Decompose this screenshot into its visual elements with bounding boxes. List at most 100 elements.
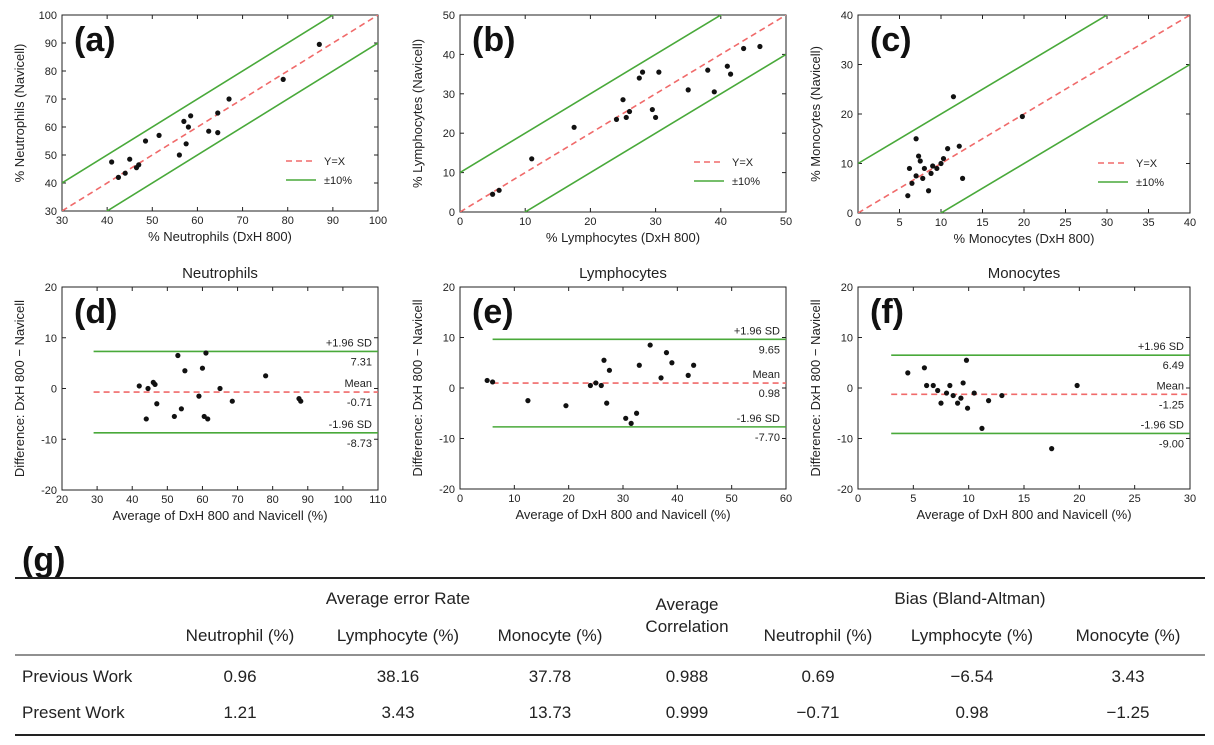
upper-band-line bbox=[62, 15, 335, 184]
table-cell: 0.999 bbox=[666, 703, 709, 722]
y-tick-label: -10 bbox=[439, 434, 455, 446]
x-tick-label: 15 bbox=[1018, 493, 1030, 505]
plot-frame bbox=[857, 286, 1191, 490]
table-cell: 13.73 bbox=[529, 703, 572, 722]
y-tick-label: 10 bbox=[443, 333, 455, 345]
table-header-avg-correlation-line1: Average bbox=[655, 595, 718, 614]
data-point bbox=[964, 405, 971, 411]
data-point bbox=[142, 138, 149, 144]
y-tick-label: 40 bbox=[45, 178, 57, 190]
panel-label: (d) bbox=[74, 293, 117, 331]
plot-frame bbox=[61, 14, 379, 212]
data-point bbox=[154, 401, 160, 407]
x-tick-label: 50 bbox=[146, 215, 158, 227]
data-point bbox=[280, 76, 286, 82]
y-tick-label: 20 bbox=[841, 109, 853, 121]
plot-lines bbox=[858, 15, 1190, 213]
data-point bbox=[226, 96, 232, 102]
table-cell: −1.25 bbox=[1106, 703, 1149, 722]
data-point bbox=[171, 413, 177, 420]
data-point bbox=[950, 392, 956, 399]
table-subheader-neutrophil-bias: Neutrophil (%) bbox=[764, 626, 873, 645]
y-tick-label: 70 bbox=[45, 94, 57, 106]
y-tick-label: 90 bbox=[45, 38, 57, 50]
data-point bbox=[229, 398, 235, 404]
data-point bbox=[490, 379, 496, 385]
data-point bbox=[999, 392, 1005, 399]
chart-c: 0 5 10 15 20 25 30 35 40 0 10 20 30 40 % Monocytes (Dx… bbox=[808, 10, 1196, 246]
upper-sd-value: 6.49 bbox=[1163, 360, 1184, 372]
y-tick-label: 10 bbox=[841, 333, 853, 345]
y-tick-label: -10 bbox=[41, 434, 57, 446]
data-point bbox=[181, 118, 187, 124]
data-point bbox=[606, 367, 613, 373]
data-point bbox=[1019, 113, 1025, 120]
y-tick-label: 20 bbox=[443, 282, 455, 294]
table-subheader-monocyte-error: Monocyte (%) bbox=[498, 626, 603, 645]
x-axis-title: % Lymphocytes (DxH 800) bbox=[546, 230, 700, 245]
x-tick-label: 40 bbox=[101, 215, 113, 227]
x-tick-label: 80 bbox=[282, 215, 294, 227]
legend-identity-label: Y=X bbox=[1136, 158, 1158, 170]
data-point bbox=[955, 400, 961, 406]
data-point bbox=[127, 156, 133, 162]
data-point bbox=[626, 108, 633, 115]
x-tick-label: 35 bbox=[1142, 217, 1154, 229]
mean-label: Mean bbox=[752, 369, 780, 381]
x-tick-label: 50 bbox=[726, 493, 738, 505]
data-point bbox=[633, 410, 640, 416]
table-header-avg-correlation-line2: Correlation bbox=[645, 617, 728, 636]
mean-label: Mean bbox=[344, 378, 372, 390]
data-point bbox=[905, 193, 911, 199]
identity-line bbox=[460, 15, 786, 212]
upper-sd-label: +1.96 SD bbox=[734, 325, 780, 337]
data-point bbox=[724, 63, 730, 69]
x-axis-title: % Neutrophils (DxH 800) bbox=[148, 229, 292, 244]
data-point bbox=[915, 153, 922, 159]
y-axis-title: Difference: DxH 800 − Navicell bbox=[410, 299, 425, 476]
table-cell: 3.43 bbox=[1111, 667, 1144, 686]
data-point bbox=[909, 180, 915, 186]
data-point bbox=[928, 170, 934, 176]
mean-value: -0.71 bbox=[347, 397, 372, 409]
upper-band-line bbox=[460, 15, 723, 174]
data-point bbox=[958, 395, 964, 401]
data-point bbox=[484, 377, 490, 384]
x-tick-label: 40 bbox=[126, 494, 138, 506]
y-tick-label: 20 bbox=[443, 128, 455, 140]
data-point bbox=[145, 385, 151, 392]
x-axis-title: Average of DxH 800 and Navicell (%) bbox=[916, 507, 1131, 522]
data-point bbox=[945, 146, 951, 152]
upper-sd-value: 7.31 bbox=[351, 356, 372, 368]
data-point bbox=[598, 382, 604, 389]
x-tick-label: 60 bbox=[196, 494, 208, 506]
y-tick-label: 50 bbox=[45, 150, 57, 162]
data-point bbox=[639, 69, 646, 75]
y-tick-label: -20 bbox=[837, 484, 853, 496]
x-tick-label: 50 bbox=[780, 216, 792, 228]
chart-a: 30 40 50 60 70 80 90 100 30 40 50 60 70 80 90 100 % Neut… bbox=[12, 10, 387, 244]
x-tick-label: 20 bbox=[584, 216, 596, 228]
table-subheader-neutrophil-error: Neutrophil (%) bbox=[186, 626, 295, 645]
y-tick-label: -10 bbox=[837, 434, 853, 446]
x-tick-label: 10 bbox=[519, 216, 531, 228]
x-tick-label: 100 bbox=[334, 494, 352, 506]
data-point bbox=[705, 67, 711, 73]
lower-band-line bbox=[105, 42, 378, 211]
data-point bbox=[152, 381, 158, 388]
data-point bbox=[496, 187, 502, 193]
x-tick-label: 30 bbox=[617, 493, 629, 505]
data-point bbox=[601, 357, 607, 363]
data-point bbox=[143, 416, 149, 422]
data-point bbox=[620, 97, 626, 103]
data-point bbox=[206, 128, 212, 134]
x-tick-label: 10 bbox=[935, 217, 947, 229]
data-point bbox=[711, 89, 717, 95]
data-point bbox=[203, 350, 209, 356]
x-tick-label: 20 bbox=[56, 494, 68, 506]
data-point bbox=[613, 116, 620, 123]
y-tick-label: -20 bbox=[41, 485, 57, 497]
table-cell: −0.71 bbox=[796, 703, 839, 722]
data-point bbox=[653, 114, 659, 121]
